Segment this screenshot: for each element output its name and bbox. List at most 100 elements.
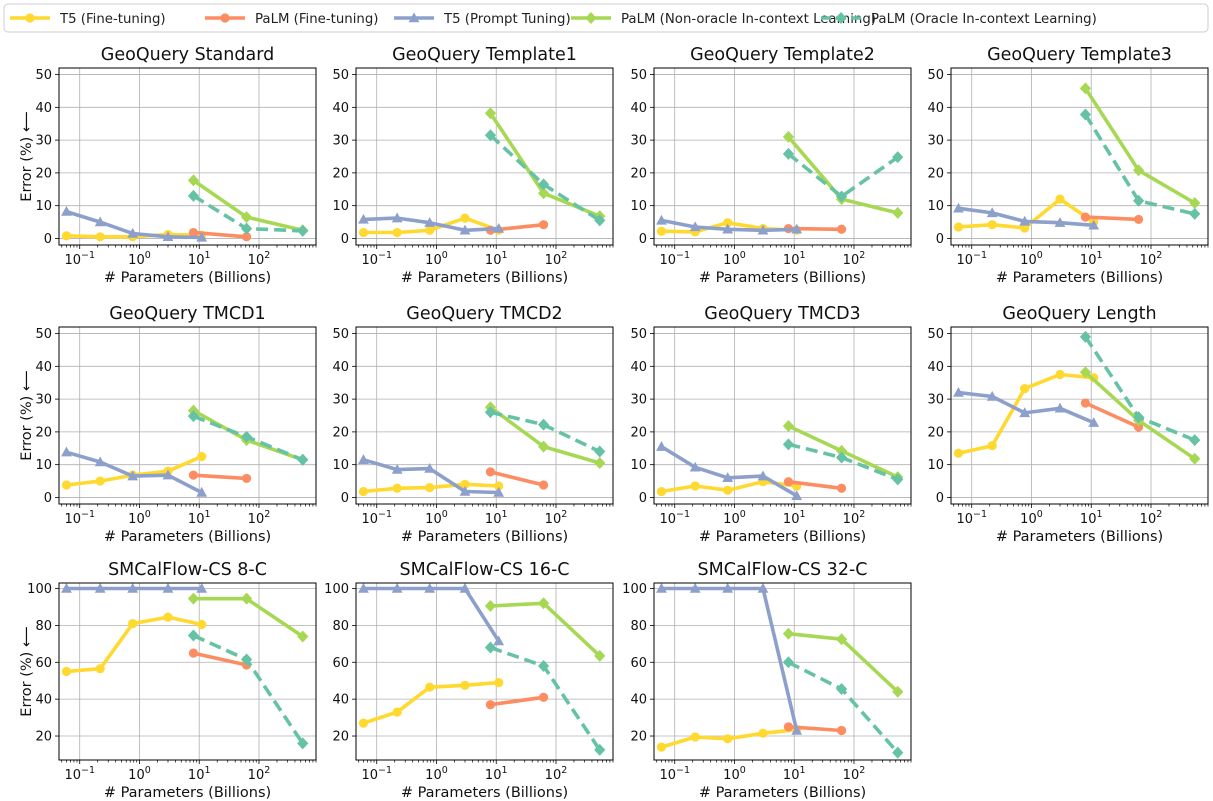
series-line bbox=[488, 112, 601, 218]
series-t5-prompt-tuning bbox=[358, 582, 505, 646]
y-tick-label: 100 bbox=[324, 582, 349, 597]
data-point bbox=[782, 438, 795, 451]
data-point bbox=[723, 734, 733, 744]
y-tick-label: 10 bbox=[332, 458, 349, 473]
x-tick-label: 102 bbox=[545, 509, 568, 527]
data-point bbox=[127, 470, 139, 481]
data-point bbox=[358, 227, 369, 238]
x-tick-label: 100 bbox=[128, 250, 151, 268]
y-tick-label: 20 bbox=[35, 166, 52, 181]
x-tick-exponent: 2 bbox=[264, 509, 270, 520]
y-tick-label: 40 bbox=[332, 693, 349, 708]
legend-label: T5 (Prompt Tuning) bbox=[443, 12, 571, 27]
series-line bbox=[490, 601, 601, 658]
y-tick-label: 0 bbox=[639, 491, 647, 506]
x-tick-exponent: 1 bbox=[204, 509, 210, 520]
y-tick-label: 30 bbox=[630, 393, 647, 408]
data-point bbox=[892, 473, 904, 486]
x-tick-base: 10 bbox=[1140, 512, 1157, 527]
plot-frame bbox=[653, 67, 912, 246]
y-tick-label: 20 bbox=[35, 425, 52, 440]
grid bbox=[951, 68, 1208, 245]
x-tick-base: 10 bbox=[723, 253, 740, 268]
x-tick-label: 100 bbox=[1020, 509, 1043, 527]
x-tick-label: 10−1 bbox=[659, 509, 690, 527]
series-palm-fine-tuning bbox=[188, 470, 252, 484]
data-point bbox=[196, 231, 208, 242]
x-axis-label: # Parameters (Billions) bbox=[699, 785, 866, 801]
data-point bbox=[953, 222, 964, 232]
data-point bbox=[1080, 398, 1091, 408]
x-tick-base: 10 bbox=[659, 253, 676, 268]
data-point bbox=[783, 722, 794, 732]
x-tick-exponent: −1 bbox=[676, 250, 690, 261]
y-tick-label: 80 bbox=[630, 619, 647, 634]
data-point bbox=[241, 232, 252, 242]
panel-title: GeoQuery Standard bbox=[101, 45, 274, 65]
data-point bbox=[1054, 217, 1066, 227]
x-tick-label: 101 bbox=[188, 509, 211, 527]
x-tick-exponent: 0 bbox=[740, 509, 746, 520]
y-tick-label: 20 bbox=[630, 730, 647, 745]
data-point bbox=[424, 217, 436, 227]
series-palm-oracle-in-context-learning bbox=[187, 189, 309, 237]
series-palm-oracle-in-context-learning bbox=[484, 641, 606, 756]
series-palm-oracle-in-context-learning bbox=[484, 129, 606, 227]
data-point bbox=[197, 619, 207, 630]
data-point bbox=[594, 457, 606, 470]
legend-item-t5-prompt-tuning: T5 (Prompt Tuning) bbox=[394, 12, 571, 27]
data-point bbox=[722, 223, 734, 234]
series-palm-oracle-in-context-learning bbox=[782, 147, 904, 203]
y-tick-label: 0 bbox=[936, 491, 944, 506]
x-tick-base: 10 bbox=[361, 253, 378, 268]
legend-marker bbox=[220, 13, 230, 23]
y-tick-label: 20 bbox=[927, 166, 944, 181]
series-palm-oracle-in-context-learning bbox=[1079, 330, 1201, 447]
y-tick-label: 0 bbox=[341, 491, 349, 506]
x-tick-exponent: 2 bbox=[561, 765, 567, 776]
y-tick-label: 10 bbox=[927, 458, 944, 473]
x-tick-label: 102 bbox=[1140, 509, 1163, 527]
data-point bbox=[459, 582, 471, 593]
x-tick-base: 10 bbox=[843, 512, 860, 527]
x-tick-base: 10 bbox=[1140, 253, 1157, 268]
y-tick-label: 20 bbox=[35, 730, 52, 745]
data-point bbox=[240, 653, 253, 666]
series-t5-fine-tuning bbox=[953, 369, 1099, 458]
y-tick-label: 30 bbox=[35, 134, 52, 149]
plot-frame bbox=[355, 326, 614, 505]
data-point bbox=[425, 225, 435, 235]
data-point bbox=[1132, 194, 1145, 207]
data-point bbox=[297, 453, 309, 466]
series-line bbox=[788, 479, 842, 491]
x-tick-label: 100 bbox=[425, 509, 448, 527]
y-tick-label: 10 bbox=[927, 199, 944, 214]
x-axis-label: # Parameters (Billions) bbox=[401, 529, 568, 545]
series-line bbox=[1084, 401, 1140, 429]
series-line bbox=[489, 470, 545, 487]
series-t5-prompt-tuning bbox=[61, 205, 208, 242]
series-palm-oracle-in-context-learning bbox=[1079, 108, 1201, 220]
x-tick-label: 100 bbox=[723, 509, 746, 527]
x-tick-base: 10 bbox=[783, 768, 800, 783]
x-tick-base: 10 bbox=[361, 768, 378, 783]
data-point bbox=[95, 664, 105, 674]
series-line bbox=[1083, 87, 1196, 205]
x-tick-label: 102 bbox=[843, 250, 866, 268]
data-point bbox=[757, 224, 769, 235]
x-tick-base: 10 bbox=[545, 253, 562, 268]
data-point bbox=[537, 187, 550, 200]
series-palm-oracle-in-context-learning bbox=[187, 629, 309, 750]
x-tick-base: 10 bbox=[425, 768, 442, 783]
legend-item-t5-fine-tuning: T5 (Fine-tuning) bbox=[10, 12, 166, 27]
data-point bbox=[127, 582, 139, 593]
series-line bbox=[193, 651, 247, 667]
x-tick-label: 101 bbox=[1080, 509, 1103, 527]
data-point bbox=[1054, 402, 1066, 413]
y-tick-label: 0 bbox=[936, 232, 944, 247]
legend-item-palm-oracle-in-context-learning: PaLM (Oracle In-context Learning) bbox=[821, 12, 1097, 27]
x-tick-base: 10 bbox=[956, 253, 973, 268]
